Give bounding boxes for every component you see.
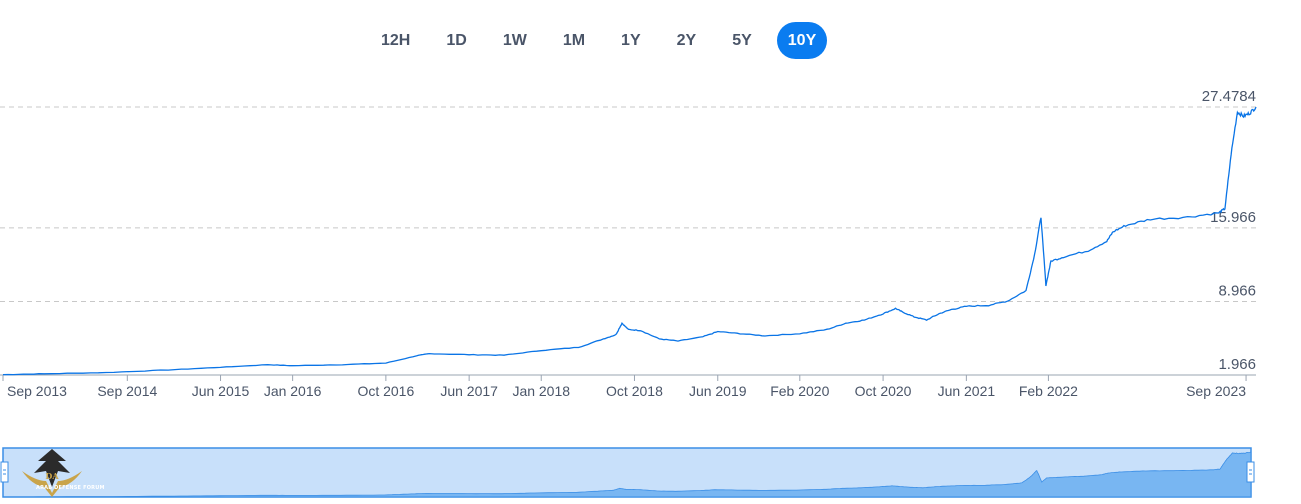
navigator-right-handle[interactable] — [1246, 461, 1255, 483]
navigator-area-chart[interactable] — [0, 447, 1301, 499]
range-navigator[interactable]: DA ARAB DEFENSE FORUM — [0, 447, 1301, 499]
x-tick-label: Jan 2016 — [264, 383, 322, 399]
y-tick-label: 27.4784 — [1202, 88, 1256, 105]
range-button-2y[interactable]: 2Y — [666, 22, 708, 59]
range-button-10y[interactable]: 10Y — [776, 22, 828, 59]
x-tick-label: Jan 2018 — [512, 383, 570, 399]
x-tick-label: Oct 2020 — [855, 383, 912, 399]
navigator-series-area — [2, 451, 1252, 498]
y-tick-label: 1.966 — [1218, 356, 1256, 373]
x-tick-label: Jun 2017 — [440, 383, 498, 399]
svg-text:DA: DA — [45, 471, 59, 481]
arab-defense-forum-logo: DA ARAB DEFENSE FORUM — [16, 447, 104, 499]
y-tick-label: 15.966 — [1210, 209, 1256, 226]
price-line-chart: 1.966 8.966 15.966 27.4784 Sep 2013 Sep 2014 J… — [0, 88, 1257, 399]
x-tick-label: Oct 2016 — [357, 383, 414, 399]
x-tick-label: Jun 2021 — [938, 383, 996, 399]
range-button-1y[interactable]: 1Y — [610, 22, 652, 59]
watermark-text: ARAB DEFENSE FORUM — [36, 485, 105, 491]
time-range-selector: 12H 1D 1W 1M 1Y 2Y 5Y 10Y — [370, 22, 841, 59]
range-button-1m[interactable]: 1M — [552, 22, 596, 59]
range-button-1d[interactable]: 1D — [435, 22, 477, 59]
price-series-line — [2, 106, 1257, 376]
range-button-5y[interactable]: 5Y — [721, 22, 763, 59]
range-button-1w[interactable]: 1W — [492, 22, 538, 59]
x-tick-label: Sep 2023 — [1186, 383, 1246, 399]
x-tick-label: Feb 2020 — [770, 383, 829, 399]
x-tick-label: Sep 2013 — [7, 383, 67, 399]
y-tick-label: 8.966 — [1218, 282, 1256, 299]
x-tick-label: Jun 2019 — [689, 383, 747, 399]
x-tick-label: Jun 2015 — [192, 383, 250, 399]
range-button-12h[interactable]: 12H — [370, 22, 421, 59]
x-tick-label: Feb 2022 — [1019, 383, 1078, 399]
navigator-left-handle[interactable] — [0, 461, 9, 483]
x-tick-label: Sep 2014 — [97, 383, 157, 399]
x-tick-label: Oct 2018 — [606, 383, 663, 399]
